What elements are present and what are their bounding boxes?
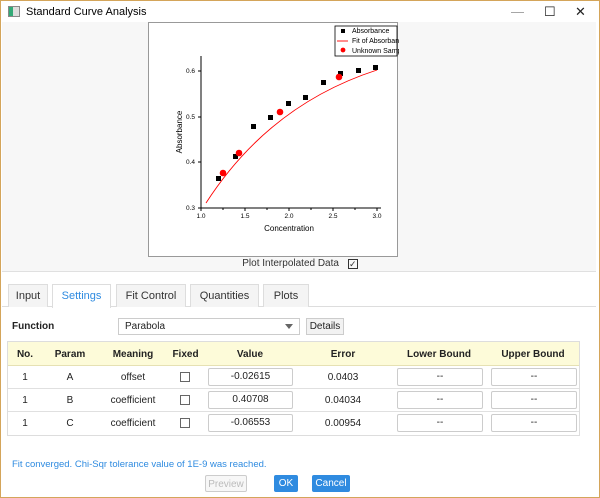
svg-text:0.3: 0.3 xyxy=(186,205,195,212)
tab-input[interactable]: Input xyxy=(8,284,48,307)
unknown-sample-points xyxy=(219,73,343,177)
ok-button[interactable]: OK xyxy=(274,475,298,492)
function-label: Function xyxy=(12,321,55,332)
upper-bound-input[interactable]: -- xyxy=(491,414,577,432)
col-value: Value xyxy=(236,349,264,360)
value-input[interactable]: -0.06553 xyxy=(208,414,293,432)
cancel-button[interactable]: Cancel xyxy=(312,475,350,492)
table-header: No. Param Meaning Fixed Value Error Lowe… xyxy=(8,342,579,366)
title-bar: Standard Curve Analysis — ☐ ✕ xyxy=(1,1,599,22)
tab-plots[interactable]: Plots xyxy=(263,284,309,307)
tab-quantities[interactable]: Quantities xyxy=(190,284,259,307)
svg-text:0.6: 0.6 xyxy=(186,68,195,75)
chart-legend: Absorbance Fit of Absorbance Unknown Sam… xyxy=(334,25,407,57)
chevron-down-icon xyxy=(285,324,293,329)
svg-text:2.5: 2.5 xyxy=(328,213,337,220)
close-button[interactable]: ✕ xyxy=(575,4,586,19)
value-input[interactable]: -0.02615 xyxy=(208,368,293,386)
table-row: 1 A offset -0.02615 0.0403 -- -- xyxy=(8,366,579,389)
fixed-checkbox[interactable] xyxy=(180,372,190,382)
svg-text:Fit of Absorbance: Fit of Absorbance xyxy=(352,38,399,45)
standard-curve-chart: 1.0 1.5 2.0 2.5 3.0 0.3 0.4 0.5 0.6 Conc… xyxy=(148,22,407,257)
upper-bound-input[interactable]: -- xyxy=(491,391,577,409)
col-fixed: Fixed xyxy=(172,349,199,360)
preview-button[interactable]: Preview xyxy=(205,475,247,492)
svg-text:0.4: 0.4 xyxy=(186,159,195,166)
table-row: 1 B coefficient 0.40708 0.04034 -- -- xyxy=(8,389,579,412)
svg-text:0.5: 0.5 xyxy=(186,114,195,121)
svg-text:3.0: 3.0 xyxy=(372,213,381,220)
svg-text:1.5: 1.5 xyxy=(240,213,249,220)
absorbance-points xyxy=(216,65,378,181)
minimize-button[interactable]: — xyxy=(511,4,524,19)
col-upper-bound: Upper Bound xyxy=(501,349,565,360)
plot-interpolated-toggle[interactable]: Plot Interpolated Data ✓ xyxy=(0,258,600,269)
lower-bound-input[interactable]: -- xyxy=(397,391,483,409)
svg-text:2.0: 2.0 xyxy=(284,213,293,220)
value-input[interactable]: 0.40708 xyxy=(208,391,293,409)
svg-text:1.0: 1.0 xyxy=(196,213,205,220)
function-value: Parabola xyxy=(125,321,166,332)
window-title: Standard Curve Analysis xyxy=(26,6,147,18)
lower-bound-input[interactable]: -- xyxy=(397,368,483,386)
table-row: 1 C coefficient -0.06553 0.00954 -- -- xyxy=(8,412,579,435)
col-no: No. xyxy=(16,349,34,360)
svg-text:Absorbance: Absorbance xyxy=(352,28,389,35)
function-select[interactable]: Parabola xyxy=(118,318,300,335)
fixed-checkbox[interactable] xyxy=(180,395,190,405)
y-axis-label: Absorbance xyxy=(175,110,184,153)
parameter-table: No. Param Meaning Fixed Value Error Lowe… xyxy=(7,341,580,436)
col-error: Error xyxy=(330,349,356,360)
tab-bar: Input Settings Fit Control Quantities Pl… xyxy=(2,283,596,308)
upper-bound-input[interactable]: -- xyxy=(491,368,577,386)
plot-interpolated-checkbox[interactable]: ✓ xyxy=(347,259,358,269)
tab-settings[interactable]: Settings xyxy=(52,284,111,308)
col-meaning: Meaning xyxy=(112,349,154,360)
plot-interpolated-label: Plot Interpolated Data xyxy=(242,258,339,269)
col-lower-bound: Lower Bound xyxy=(407,349,471,360)
fit-status-message: Fit converged. Chi-Sqr tolerance value o… xyxy=(12,459,267,470)
app-icon xyxy=(8,6,20,17)
tab-fit-control[interactable]: Fit Control xyxy=(116,284,186,307)
maximize-button[interactable]: ☐ xyxy=(544,4,556,19)
lower-bound-input[interactable]: -- xyxy=(397,414,483,432)
details-button[interactable]: Details xyxy=(306,318,344,335)
col-param: Param xyxy=(54,349,86,360)
x-axis-label: Concentration xyxy=(264,224,314,233)
svg-text:Unknown Sample: Unknown Sample xyxy=(352,48,399,55)
fit-curve xyxy=(205,69,378,204)
fixed-checkbox[interactable] xyxy=(180,418,190,428)
